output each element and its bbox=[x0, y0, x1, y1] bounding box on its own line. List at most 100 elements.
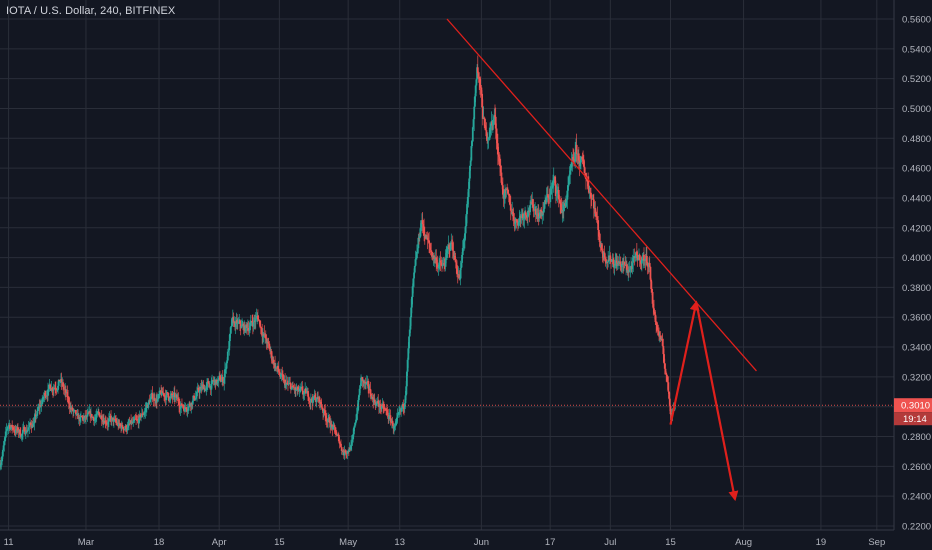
candle-body bbox=[438, 262, 441, 267]
candle-body bbox=[422, 224, 425, 229]
candle-body bbox=[506, 189, 509, 194]
candle-body bbox=[454, 259, 457, 263]
candle-body bbox=[62, 386, 65, 390]
candle-body bbox=[360, 377, 362, 386]
y-tick-label: 0.2800 bbox=[902, 432, 931, 443]
candle-body bbox=[125, 425, 127, 429]
candle-body bbox=[388, 416, 390, 419]
candle-body bbox=[577, 153, 580, 161]
candle-body bbox=[246, 324, 249, 329]
x-tick-label: 18 bbox=[154, 537, 165, 548]
candle-body bbox=[118, 423, 121, 425]
candle-body bbox=[54, 387, 57, 389]
candle-body bbox=[198, 390, 201, 393]
price-axis[interactable]: 0.5600 0.5400 0.5200 0.5000 0.4800 0.4600 0.44… bbox=[893, 0, 931, 533]
candle-body bbox=[410, 307, 413, 318]
candle-body bbox=[207, 381, 210, 384]
candle-body bbox=[522, 213, 524, 219]
candle-body bbox=[271, 357, 274, 361]
candle-body bbox=[89, 410, 92, 417]
candle-body bbox=[90, 414, 93, 418]
candle-body bbox=[416, 248, 419, 252]
candle-body bbox=[598, 235, 601, 242]
candle-body bbox=[183, 407, 186, 412]
candle-body bbox=[526, 217, 529, 219]
x-tick-label: Jul bbox=[604, 537, 616, 548]
candle-body bbox=[484, 126, 487, 131]
candle-body bbox=[437, 266, 440, 269]
candle-body bbox=[143, 413, 145, 415]
candle-body bbox=[350, 441, 353, 445]
candle-body bbox=[221, 376, 224, 382]
candle-body bbox=[448, 244, 451, 250]
candle-body bbox=[337, 434, 340, 442]
candle-body bbox=[333, 425, 336, 428]
candle-body bbox=[668, 391, 670, 399]
candle-body bbox=[44, 393, 47, 397]
candle-body bbox=[219, 375, 221, 380]
candle-body bbox=[373, 399, 376, 402]
candle-body bbox=[550, 188, 553, 190]
candle-body bbox=[352, 434, 355, 440]
candle-body bbox=[524, 212, 527, 216]
candle-body bbox=[9, 424, 11, 429]
candle-body bbox=[433, 255, 436, 259]
descending-trendline[interactable] bbox=[446, 18, 757, 372]
candle-body bbox=[400, 408, 403, 411]
candle-body bbox=[229, 327, 232, 334]
candle-body bbox=[57, 379, 60, 386]
candle-body bbox=[417, 237, 420, 249]
candle-body bbox=[42, 396, 45, 399]
candle-body bbox=[554, 176, 557, 186]
current-price-label: 0.3010 bbox=[901, 401, 930, 412]
candle-body bbox=[97, 411, 100, 413]
candle-body bbox=[346, 451, 349, 454]
candle-body bbox=[210, 384, 213, 390]
candle-body bbox=[545, 196, 548, 203]
candle-body bbox=[443, 263, 446, 265]
candle-body bbox=[620, 263, 623, 267]
candle-body bbox=[226, 360, 228, 364]
candle-body bbox=[575, 144, 578, 154]
candle-body bbox=[286, 382, 289, 384]
candle-body bbox=[652, 303, 655, 309]
candle-body bbox=[21, 433, 24, 436]
candle-body bbox=[104, 420, 107, 423]
y-tick-label: 0.4400 bbox=[902, 193, 931, 204]
candle-body bbox=[105, 422, 107, 424]
candle-body bbox=[67, 397, 69, 398]
time-axis[interactable]: 11 Mar 18 Apr 15 May 13 Jun 17 Jul 15 Aug 19 Sep bbox=[0, 529, 894, 548]
candle-body bbox=[391, 420, 394, 426]
projection-arrow[interactable] bbox=[669, 300, 700, 425]
candle-body bbox=[249, 321, 252, 327]
y-tick-label: 0.4200 bbox=[902, 223, 931, 234]
candle-body bbox=[370, 393, 372, 399]
candle-body bbox=[284, 384, 287, 386]
candle-body bbox=[267, 341, 270, 344]
candle-body bbox=[298, 389, 301, 392]
candle-body bbox=[299, 388, 302, 390]
candle-body bbox=[178, 405, 181, 410]
candle-body bbox=[565, 199, 568, 203]
candle-body bbox=[654, 314, 657, 322]
candle-body bbox=[616, 262, 619, 267]
candle-body bbox=[655, 324, 658, 326]
candle-body bbox=[565, 202, 567, 206]
candle-body bbox=[95, 417, 97, 420]
candle-body bbox=[460, 262, 463, 269]
candle-body bbox=[163, 393, 165, 397]
candle-body bbox=[60, 379, 63, 383]
countdown-label: 19:14 bbox=[903, 414, 927, 425]
symbol-title[interactable]: IOTA / U.S. Dollar, 240, BITFINEX bbox=[6, 5, 176, 17]
projection-arrow[interactable] bbox=[695, 302, 739, 502]
candle-body bbox=[657, 329, 660, 332]
candle-body bbox=[297, 387, 299, 391]
x-tick-label: Aug bbox=[735, 537, 752, 548]
candle-body bbox=[166, 392, 169, 394]
grid bbox=[0, 0, 894, 530]
candle-body bbox=[28, 423, 31, 428]
candle-body bbox=[506, 188, 509, 190]
candle-body bbox=[400, 408, 403, 410]
